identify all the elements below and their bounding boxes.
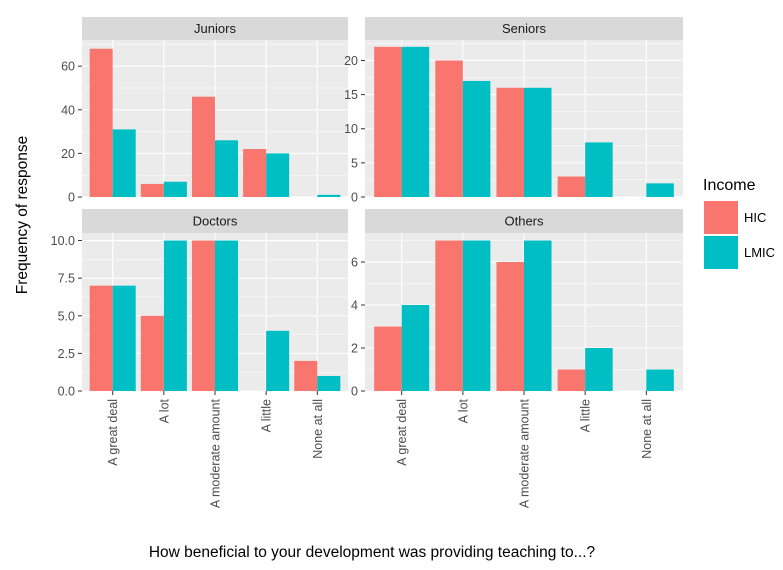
bar-seniors-hic [557,176,586,197]
x-tick-label: None at all [640,399,654,459]
y-tick-label: 20 [344,54,358,68]
x-tick-label: A great deal [395,399,409,466]
bar-others-hic [557,369,586,391]
x-axis-title: How beneficial to your development was p… [149,544,596,561]
y-tick-label: 20 [61,147,75,161]
bar-juniors-hic [243,149,267,197]
bar-others-hic [374,326,402,391]
bar-seniors-hic [435,60,463,198]
facet-title-seniors: Seniors [502,21,547,36]
bar-seniors-lmic [524,87,552,197]
bar-others-lmic [646,369,674,391]
y-tick-label: 0 [68,191,75,205]
bar-others-lmic [585,348,613,391]
y-tick-label: 0 [351,191,358,205]
y-tick-label: 4 [351,299,358,313]
bar-juniors-lmic [163,181,187,197]
bar-doctors-hic [89,285,113,391]
y-tick-label: 2.5 [58,347,75,361]
bar-seniors-lmic [585,142,613,197]
y-tick-label: 5.0 [58,309,75,323]
bar-juniors-lmic [112,129,136,197]
bar-doctors-lmic [163,240,187,391]
bar-doctors-hic [191,240,215,391]
bar-seniors-hic [374,46,402,198]
x-tick-label: None at all [311,399,325,459]
facet-title-doctors: Doctors [193,214,238,229]
x-tick-label: A little [579,399,593,432]
y-tick-label: 15 [344,88,358,102]
x-tick-label: A moderate amount [518,398,532,508]
bar-seniors-lmic [401,46,430,198]
bar-doctors-lmic [112,285,136,391]
legend-label-hic: HIC [744,210,766,225]
bar-seniors-lmic [462,80,491,197]
x-tick-label: A lot [157,398,171,423]
y-tick-label: 0.0 [58,385,75,399]
y-tick-label: 10 [344,122,358,136]
legend-label-lmic: LMIC [744,245,775,260]
facet-strip-others [365,209,683,233]
bar-doctors-lmic [266,330,290,391]
y-tick-label: 5 [351,156,358,170]
facet-title-juniors: Juniors [194,21,236,36]
bar-doctors-lmic [317,375,341,391]
bar-seniors-lmic [646,183,674,197]
legend-title: Income [703,177,756,194]
bar-doctors-lmic [215,240,239,391]
bar-juniors-lmic [266,153,290,197]
bar-others-hic [496,262,524,391]
bar-doctors-hic [140,315,164,391]
y-tick-label: 6 [351,256,358,270]
y-tick-label: 10.0 [51,234,75,248]
bar-doctors-hic [294,360,318,391]
facet-strip-doctors [82,209,348,233]
x-tick-label: A great deal [106,399,120,466]
legend-swatch-lmic [704,236,738,269]
x-tick-label: A little [260,399,274,432]
bar-others-lmic [401,305,430,391]
bar-others-lmic [462,240,491,391]
x-tick-label: A moderate amount [209,398,223,508]
y-tick-label: 40 [61,103,75,117]
y-tick-label: 2 [351,342,358,356]
bar-others-lmic [524,240,552,391]
facet-strip-seniors [365,17,683,40]
facet-strip-juniors [82,17,348,40]
y-tick-label: 0 [351,385,358,399]
bar-juniors-lmic [317,194,341,197]
bar-others-hic [435,240,463,391]
bar-seniors-hic [496,87,524,197]
bar-juniors-hic [89,48,113,197]
bar-juniors-hic [191,96,215,197]
y-axis-title: Frequency of response [14,136,31,295]
bar-juniors-hic [140,183,164,197]
x-tick-label: A lot [456,398,470,423]
y-tick-label: 60 [61,60,75,74]
facet-title-others: Others [504,214,544,229]
legend-swatch-hic [704,201,738,234]
y-tick-label: 7.5 [58,272,75,286]
bar-juniors-lmic [215,140,239,197]
